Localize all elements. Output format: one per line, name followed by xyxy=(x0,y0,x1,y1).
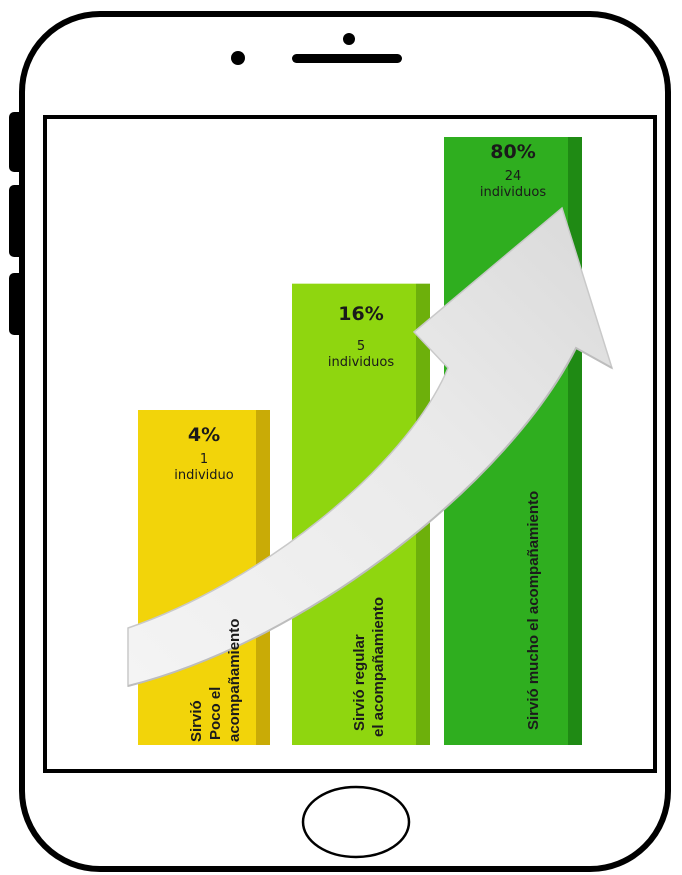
category-label-2: Sirvió regular el acompañamiento xyxy=(350,597,388,737)
bar-3-side xyxy=(568,137,582,745)
data-label-2: 16% 5 individuos xyxy=(292,303,430,371)
data-label-count-line: individuos xyxy=(479,185,547,200)
data-label-count-line: individuos xyxy=(327,355,395,370)
category-label-1: Sirvió Poco el acompañamiento xyxy=(187,619,244,742)
speaker-slot xyxy=(292,54,402,63)
trend-arrow-icon xyxy=(127,206,614,687)
category-label-line: Poco el xyxy=(207,686,224,740)
category-label-3: Sirvió mucho el acompañamiento xyxy=(524,491,543,730)
data-label-3: 80% 24 individuos xyxy=(444,141,582,201)
data-label-percent: 16% xyxy=(338,303,384,325)
category-label-line: Sirvió regular xyxy=(351,634,368,731)
data-label-count-line: individuo xyxy=(174,468,234,483)
home-button[interactable] xyxy=(301,785,411,859)
sensor-dot-icon xyxy=(231,51,245,65)
data-label-percent: 80% xyxy=(490,141,536,163)
category-label-line: acompañamiento xyxy=(226,618,243,742)
data-label-count-line: 5 xyxy=(356,339,366,354)
data-label-1: 4% 1 individuo xyxy=(138,424,270,484)
data-label-percent: 4% xyxy=(187,424,221,446)
category-label-line: Sirvió mucho el acompañamiento xyxy=(525,490,542,730)
data-label-count-line: 1 xyxy=(199,452,209,467)
category-label-line: el acompañamiento xyxy=(370,596,387,737)
category-label-line: Sirvió xyxy=(188,700,205,742)
data-label-count-line: 24 xyxy=(504,169,522,184)
data-label-count: 1 individuo xyxy=(138,452,270,484)
data-label-count: 5 individuos xyxy=(292,339,430,371)
data-label-count: 24 individuos xyxy=(444,169,582,201)
front-camera-icon xyxy=(343,33,355,45)
